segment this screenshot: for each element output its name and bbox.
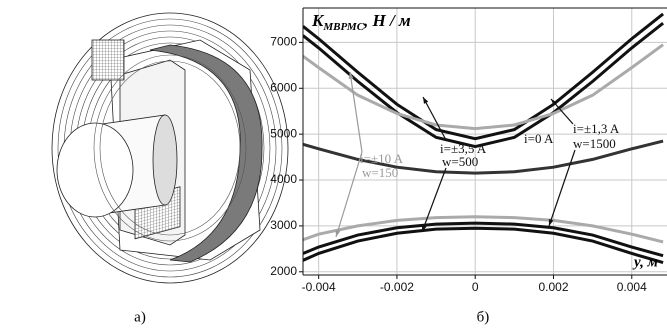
x-tick-label: 0 — [472, 280, 479, 294]
annotation: i=±1,3 A — [573, 121, 620, 136]
x-tick-label: -0.002 — [380, 280, 414, 294]
annotation: i=±10 A — [360, 151, 404, 166]
annotation: w=150 — [362, 165, 398, 180]
annotation: w=500 — [442, 154, 478, 169]
y-tick-label: 3000 — [270, 218, 297, 232]
x-tick-label: -0.004 — [302, 280, 336, 294]
device-drawing — [52, 13, 288, 283]
caption: а) — [134, 309, 146, 325]
annotation: i=0 A — [524, 131, 554, 146]
y-tick-label: 2000 — [270, 264, 297, 278]
y-tick-label: 4000 — [270, 172, 297, 186]
y-label-unit: , Н / м — [363, 11, 411, 30]
y-tick-label: 5000 — [270, 126, 297, 140]
y-tick-label: 7000 — [270, 35, 297, 49]
x-tick-label: 0.002 — [538, 280, 568, 294]
annotation: w=1500 — [573, 136, 616, 151]
x-axis-label: y, м — [632, 254, 658, 270]
y-tick-label: 6000 — [270, 80, 297, 94]
figure: а) б) 2000 3000 4000 5000 6000 7000 -0.004 -0.0… — [0, 0, 667, 328]
caption: б) — [477, 309, 490, 325]
plot-area: 2000 3000 4000 5000 6000 7000 -0.004 -0.002 0 0.0… — [270, 8, 667, 294]
y-label-sub: МВРМС — [322, 21, 364, 33]
x-tick-label: 0.004 — [617, 280, 647, 294]
